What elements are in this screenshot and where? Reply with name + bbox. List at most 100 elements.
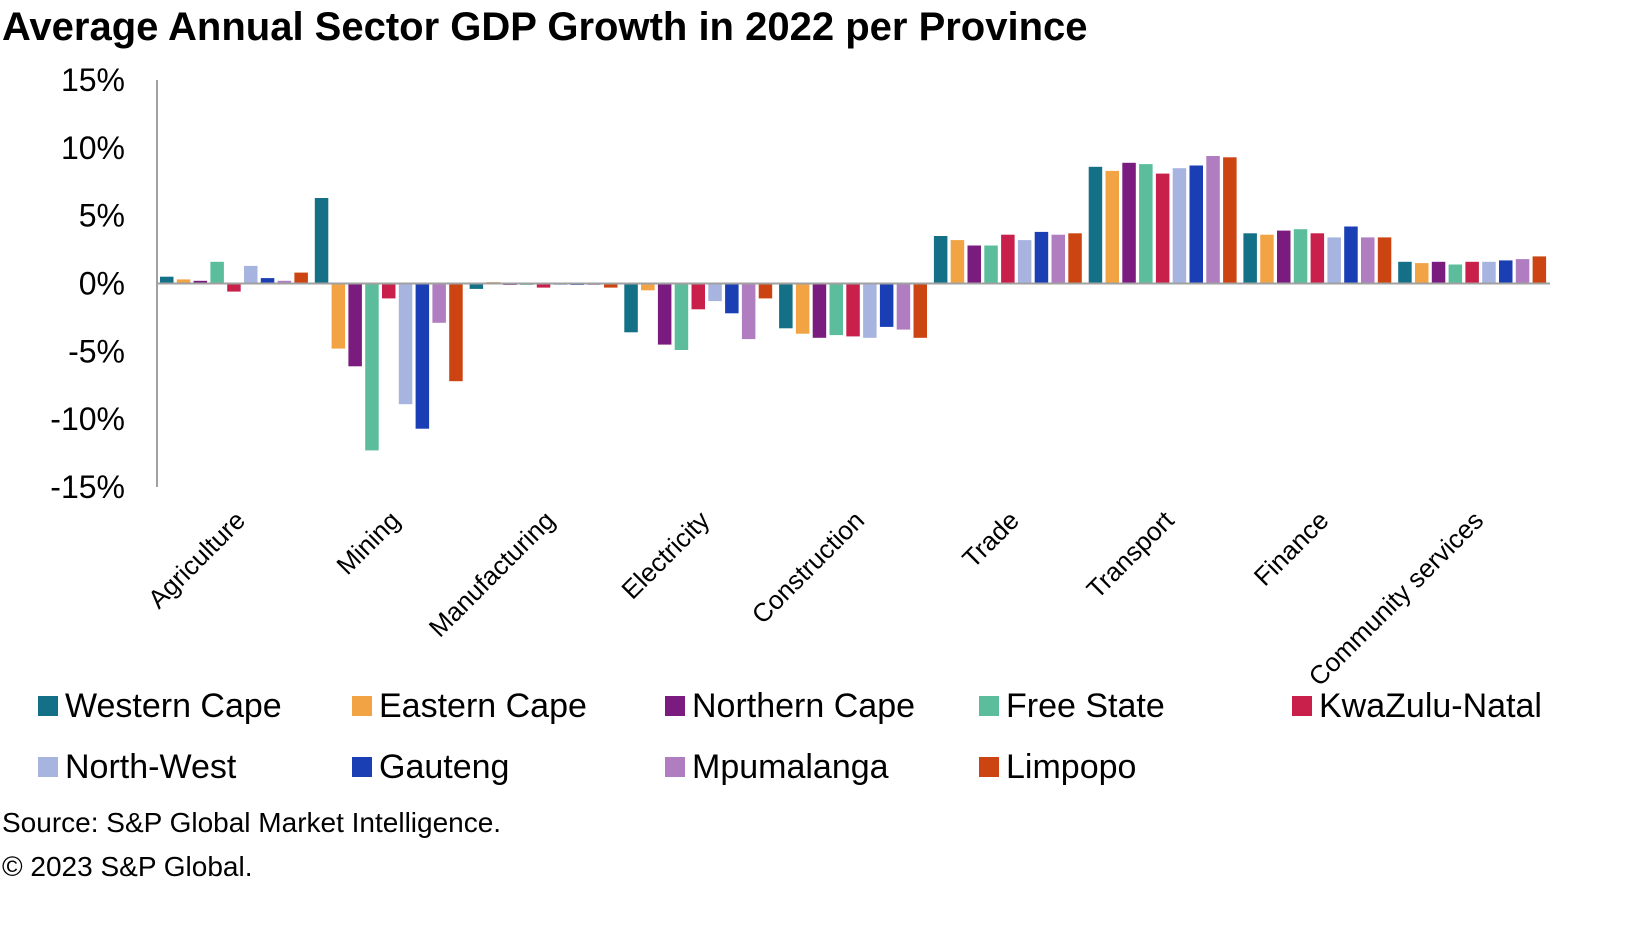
legend-label: North-West	[65, 748, 237, 786]
bar	[432, 283, 446, 323]
bar	[863, 283, 877, 338]
legend-item: Northern Cape	[665, 686, 915, 726]
bar	[1431, 261, 1446, 284]
legend-swatch	[38, 757, 58, 777]
bar	[160, 276, 174, 284]
x-category-label: Manufacturing	[423, 505, 561, 643]
legend-swatch	[38, 696, 58, 716]
x-axis-category-labels: Agriculture Mining Manufacturing Electricit…	[142, 504, 1489, 690]
x-category-label: Finance	[1248, 505, 1335, 592]
legend-item: Gauteng	[352, 747, 509, 787]
bar	[896, 283, 911, 330]
legend-swatch	[1292, 696, 1312, 716]
legend-item: Mpumalanga	[665, 747, 889, 787]
bar	[1415, 263, 1429, 284]
bar	[846, 283, 860, 337]
bar	[449, 283, 463, 382]
y-axis-tick-labels: 15% 10% 5% 0% -5% -10% -15%	[50, 62, 125, 505]
bar	[1344, 226, 1358, 284]
legend-swatch	[665, 696, 685, 716]
x-category-label: Trade	[956, 505, 1025, 574]
bar	[741, 283, 756, 340]
bar	[1223, 157, 1237, 284]
bar	[294, 272, 308, 284]
bar	[469, 283, 484, 289]
bar-chart: 15% 10% 5% 0% -5% -10% -15% Agriculture Mining M…	[50, 62, 1550, 690]
bar	[331, 283, 346, 349]
bar	[657, 283, 672, 345]
bar	[536, 283, 551, 288]
legend-label: Eastern Cape	[379, 687, 587, 725]
bar	[758, 283, 773, 299]
bar	[1243, 233, 1257, 284]
bars	[160, 156, 1547, 451]
bar	[1327, 237, 1341, 284]
bar	[1293, 229, 1308, 284]
x-category-label: Agriculture	[142, 505, 251, 614]
bar	[1122, 162, 1136, 284]
bar	[365, 283, 379, 451]
x-category-label: Construction	[746, 505, 870, 629]
legend-item: Limpopo	[979, 747, 1136, 787]
bar	[1448, 264, 1463, 284]
legend-swatch	[979, 757, 999, 777]
copyright-note: © 2023 S&P Global.	[2, 851, 253, 882]
bar	[1105, 170, 1119, 284]
legend-item: Western Cape	[38, 686, 282, 726]
bar	[691, 283, 705, 310]
bar	[1051, 234, 1065, 284]
y-tick-label: -5%	[68, 333, 125, 369]
bar	[176, 279, 191, 284]
bar	[1260, 234, 1274, 284]
legend-item: North-West	[38, 747, 236, 787]
bar	[1398, 261, 1412, 284]
legend-label: Free State	[1006, 687, 1165, 725]
bar	[260, 278, 275, 284]
bar	[1361, 237, 1375, 284]
bar	[1068, 233, 1082, 284]
legend-item: Eastern Cape	[352, 686, 587, 726]
bar	[950, 240, 965, 284]
legend-label: KwaZulu-Natal	[1319, 687, 1542, 725]
y-tick-label: 15%	[61, 62, 125, 98]
bar	[1532, 256, 1547, 284]
bar	[1515, 259, 1530, 284]
bar	[210, 261, 224, 284]
bar	[1465, 261, 1479, 284]
bar	[708, 283, 722, 302]
bar	[348, 283, 362, 367]
y-tick-label: 0%	[79, 266, 125, 302]
bar	[1377, 237, 1392, 284]
bar	[1482, 261, 1496, 284]
legend-label: Northern Cape	[692, 687, 916, 725]
bar	[1499, 260, 1513, 284]
bar	[1189, 165, 1203, 284]
bar	[1017, 240, 1032, 284]
bar	[398, 283, 413, 405]
bar	[277, 280, 292, 284]
bar	[913, 283, 927, 338]
bar	[812, 283, 827, 338]
bar	[1310, 233, 1325, 284]
legend-item: KwaZulu-Natal	[1292, 686, 1542, 726]
bar	[674, 283, 689, 350]
y-tick-label: -10%	[50, 401, 125, 437]
y-tick-label: -15%	[50, 469, 125, 505]
x-category-label: Transport	[1080, 504, 1180, 604]
legend-swatch	[665, 757, 685, 777]
bar	[1155, 173, 1170, 284]
bar	[879, 283, 894, 327]
bar	[967, 245, 981, 284]
bar	[415, 283, 430, 429]
bar	[382, 283, 396, 299]
bar	[1034, 231, 1049, 284]
bar	[193, 280, 208, 284]
y-tick-label: 5%	[79, 198, 125, 234]
bar	[725, 283, 739, 314]
y-tick-label: 10%	[61, 130, 125, 166]
legend-label: Limpopo	[1006, 748, 1137, 786]
x-category-label: Electricity	[615, 505, 715, 605]
bar	[314, 198, 329, 284]
x-category-label: Community services	[1303, 505, 1490, 690]
bar	[244, 265, 258, 284]
